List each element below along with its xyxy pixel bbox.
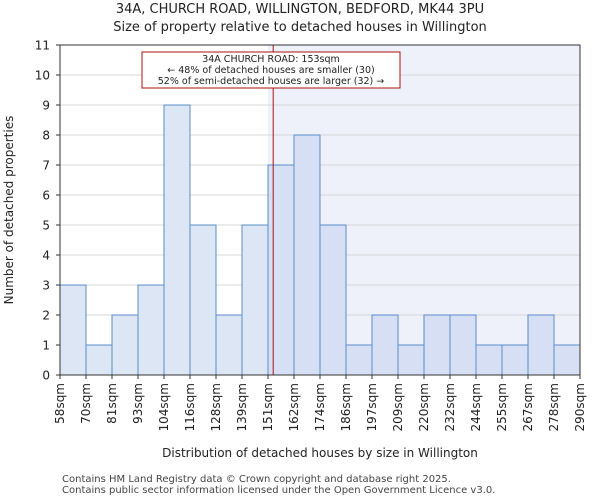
bar-81sqm: [111, 314, 139, 376]
bar-70sqm: [85, 344, 113, 376]
x-tick-label: 93sqm: [131, 383, 145, 424]
x-tick-label: 139sqm: [235, 383, 249, 431]
x-tick-label: 232sqm: [443, 383, 457, 431]
x-tick-label: 174sqm: [313, 383, 327, 431]
bar-255sqm: [501, 344, 529, 376]
y-tick-label: 0: [42, 369, 50, 383]
y-tick-label: 9: [42, 99, 50, 113]
annotation-border: [141, 51, 401, 89]
bar-232sqm: [449, 314, 477, 376]
bar-220sqm: [423, 314, 451, 376]
x-tick-label: 267sqm: [521, 383, 535, 431]
bar-93sqm: [137, 284, 165, 376]
x-axis-label: Distribution of detached houses by size …: [162, 446, 478, 460]
footer-line-1: Contains HM Land Registry data © Crown c…: [62, 474, 451, 485]
y-tick-label: 4: [42, 249, 50, 263]
bars: [59, 104, 581, 376]
x-axis-ticks: 58sqm 70sqm 81sqm 93sqm 104sqm 116sqm 128sqm 13…: [53, 375, 587, 431]
annotation-line-3: 52% of semi-detached houses are larger (…: [158, 76, 385, 87]
chart-title: 34A, CHURCH ROAD, WILLINGTON, BEDFORD, M…: [115, 2, 485, 17]
y-tick-label: 6: [42, 189, 50, 203]
x-tick-label: 151sqm: [261, 383, 275, 431]
x-tick-label: 209sqm: [391, 383, 405, 431]
x-tick-label: 116sqm: [183, 383, 197, 431]
x-tick-label: 81sqm: [105, 383, 119, 424]
y-tick-label: 3: [42, 279, 50, 293]
y-tick-label: 11: [35, 39, 50, 53]
y-tick-label: 7: [42, 159, 50, 173]
bar-151sqm: [267, 164, 295, 376]
bar-58sqm: [59, 284, 87, 376]
bar-128sqm: [215, 314, 243, 376]
annotation-box: 34A CHURCH ROAD: 153sqm ← 48% of detache…: [141, 51, 401, 89]
bar-104sqm: [163, 104, 191, 376]
x-tick-label: 58sqm: [53, 383, 67, 424]
bar-278sqm: [553, 344, 581, 376]
annotation-line-1: 34A CHURCH ROAD: 153sqm: [202, 54, 340, 65]
x-tick-label: 220sqm: [417, 383, 431, 431]
bar-197sqm: [371, 314, 399, 376]
y-tick-label: 8: [42, 129, 50, 143]
bar-174sqm: [319, 224, 347, 376]
y-tick-label: 5: [42, 219, 50, 233]
bar-244sqm: [475, 344, 503, 376]
x-tick-label: 197sqm: [365, 383, 379, 431]
y-tick-label: 10: [35, 69, 50, 83]
x-tick-label: 244sqm: [469, 383, 483, 431]
bar-116sqm: [189, 224, 217, 376]
footer-line-2: Contains public sector information licen…: [62, 485, 496, 496]
bar-267sqm: [527, 314, 555, 376]
y-tick-label: 1: [42, 339, 50, 353]
y-axis-ticks: 0 1 2 3 4 5 6 7 8 9 10 11: [35, 39, 60, 383]
x-tick-label: 186sqm: [339, 383, 353, 431]
x-tick-label: 255sqm: [495, 383, 509, 431]
chart-subtitle: Size of property relative to detached ho…: [113, 20, 487, 35]
y-tick-label: 2: [42, 309, 50, 323]
x-tick-label: 128sqm: [209, 383, 223, 431]
x-tick-label: 70sqm: [79, 383, 93, 424]
x-tick-label: 104sqm: [157, 383, 171, 431]
x-tick-label: 278sqm: [547, 383, 561, 431]
bar-162sqm: [293, 134, 321, 376]
annotation-line-2: ← 48% of detached houses are smaller (30…: [167, 65, 374, 76]
y-axis-label: Number of detached properties: [2, 116, 16, 305]
x-tick-label: 290sqm: [573, 383, 587, 431]
x-tick-label: 162sqm: [287, 383, 301, 431]
bar-186sqm: [345, 344, 373, 376]
bar-139sqm: [241, 224, 269, 376]
bar-209sqm: [397, 344, 425, 376]
